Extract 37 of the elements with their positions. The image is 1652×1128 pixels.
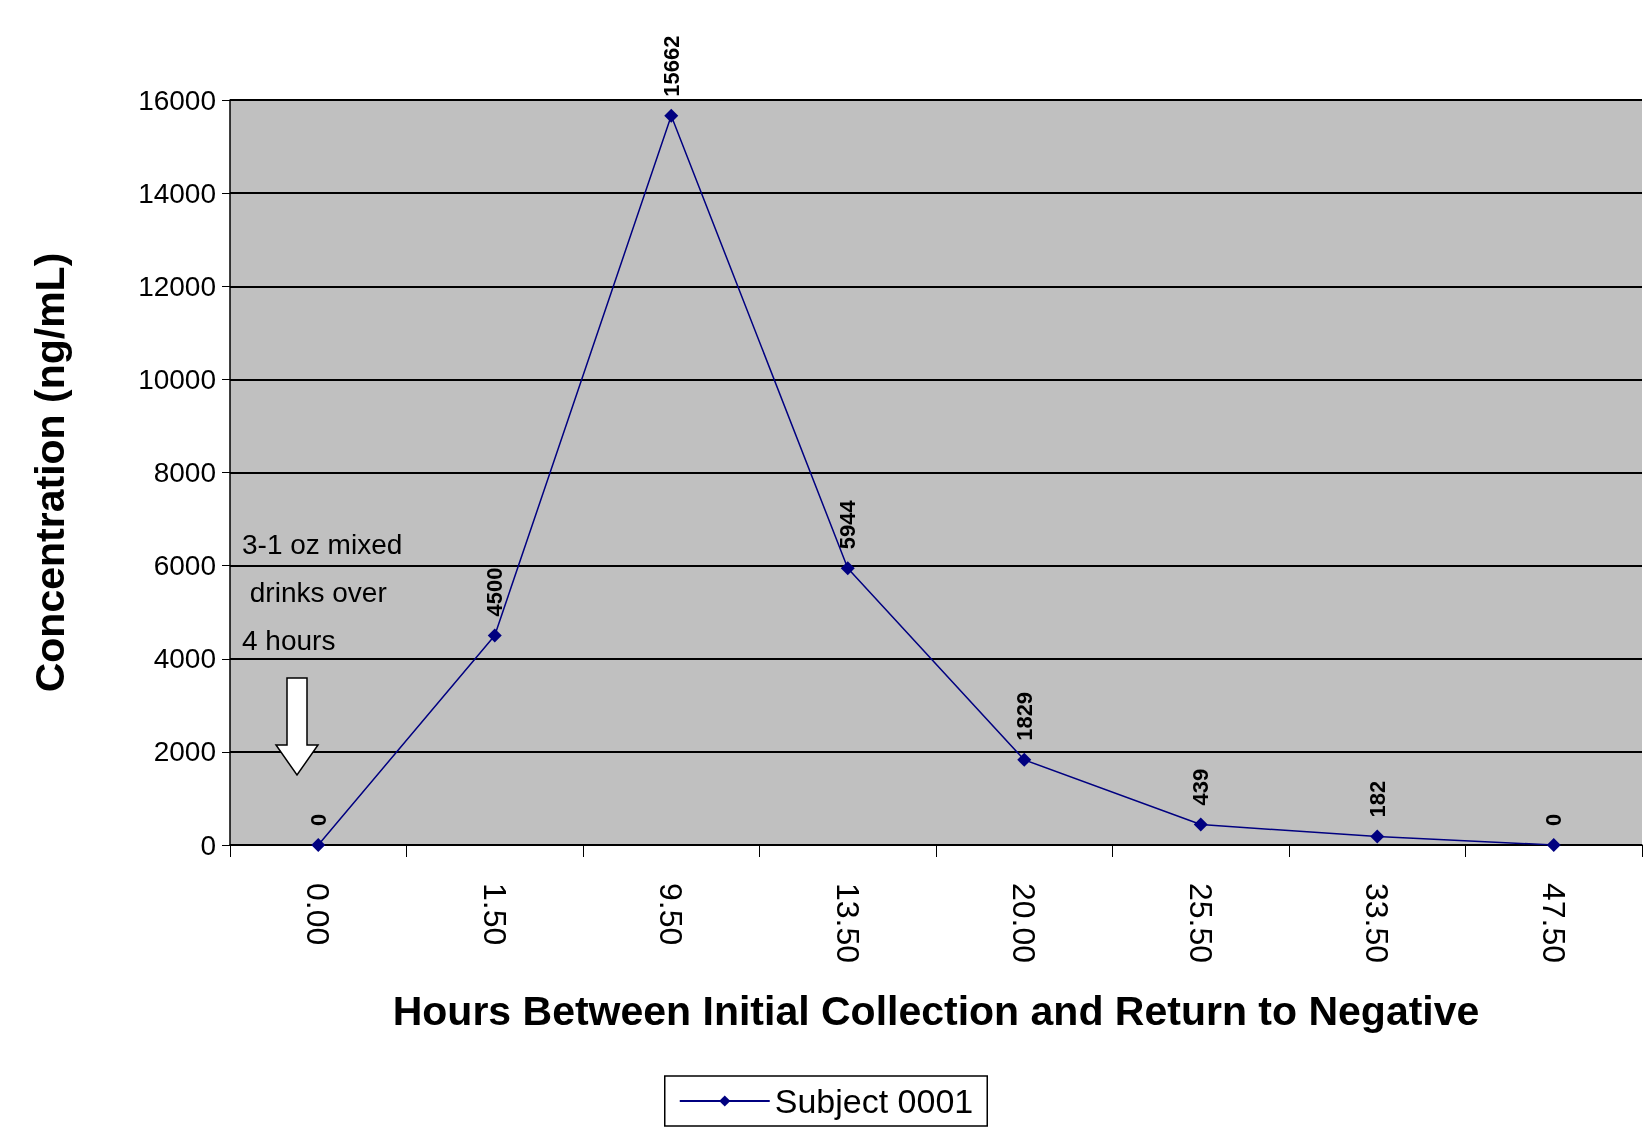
x-tick-label: 47.50 bbox=[1535, 883, 1572, 964]
y-tick-label: 10000 bbox=[138, 363, 216, 395]
point bbox=[1017, 752, 1032, 767]
x-axis-title: Hours Between Initial Collection and Return to Negative bbox=[392, 987, 1480, 1034]
data-label: 15662 bbox=[658, 35, 684, 97]
x-tick-label: 1.50 bbox=[476, 883, 513, 946]
y-tick-label: 8000 bbox=[153, 457, 216, 488]
point bbox=[487, 628, 502, 643]
point bbox=[664, 108, 679, 123]
x-tick-label: 0.00 bbox=[300, 883, 337, 946]
point bbox=[1193, 817, 1208, 832]
y-tick-label: 0 bbox=[200, 829, 216, 861]
point bbox=[840, 561, 855, 576]
point bbox=[1546, 838, 1561, 852]
legend-label: Subject 0001 bbox=[774, 1082, 974, 1120]
data-label: 5944 bbox=[835, 499, 861, 550]
data-label: 0 bbox=[1541, 813, 1567, 826]
y-tick-label: 6000 bbox=[153, 550, 216, 582]
annotation: 3-1 oz mixed drinks over 4 hours bbox=[242, 528, 403, 656]
data-label: 0 bbox=[305, 813, 331, 826]
y-tick-label: 14000 bbox=[138, 177, 216, 209]
x-tick-label: 13.50 bbox=[829, 883, 866, 964]
y-tick-label: 16000 bbox=[138, 84, 216, 116]
y-axis-title: Concentration (ng/mL) bbox=[26, 252, 73, 693]
x-tick-label: 9.50 bbox=[653, 883, 690, 946]
point bbox=[1370, 829, 1385, 844]
point bbox=[311, 838, 326, 852]
x-tick-label: 33.50 bbox=[1359, 883, 1396, 964]
y-tick-label: 12000 bbox=[138, 270, 216, 302]
data-label: 439 bbox=[1188, 768, 1214, 806]
y-tick-label: 4000 bbox=[153, 643, 216, 675]
data-label: 182 bbox=[1364, 780, 1390, 818]
x-tick-label: 20.00 bbox=[1006, 883, 1043, 964]
data-label: 4500 bbox=[482, 567, 508, 617]
y-tick-label: 2000 bbox=[153, 736, 216, 768]
x-tick-label: 25.50 bbox=[1182, 883, 1219, 964]
data-label: 1829 bbox=[1011, 691, 1037, 741]
